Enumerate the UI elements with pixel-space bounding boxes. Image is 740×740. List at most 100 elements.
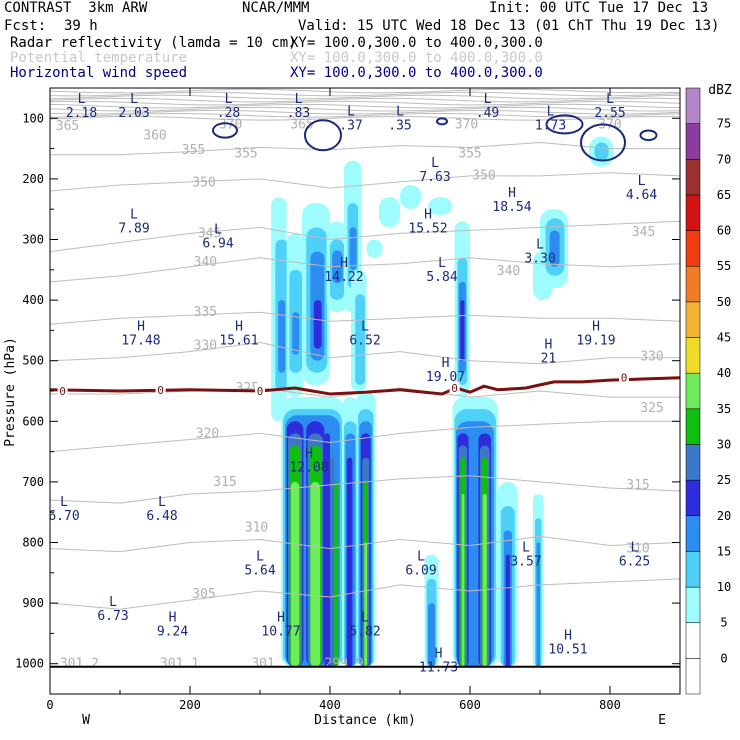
wind-extremum-value: 5.64 xyxy=(244,564,275,579)
wind-extremum-value: .28 xyxy=(217,106,240,121)
reflectivity-cell-49 xyxy=(346,457,353,667)
wind-extremum-value: 7.63 xyxy=(419,170,450,185)
wind-extremum-tag: L xyxy=(522,541,530,556)
field-reflectivity-xy: XY= 100.0,300.0 to 400.0,300.0 xyxy=(290,35,543,51)
wind-extremum-value: 10.51 xyxy=(548,642,587,657)
wind-extremum-value: 3.57 xyxy=(510,555,541,570)
wind-extremum-tag: L xyxy=(417,550,425,565)
wind-extremum-value: 18.54 xyxy=(492,200,531,215)
x-tick-label: 800 xyxy=(599,698,621,712)
reflectivity-cell-18 xyxy=(366,239,383,258)
reflectivity-cell-56 xyxy=(364,542,368,667)
model-title: CONTRAST 3km ARW xyxy=(4,0,148,16)
colorbar-tick-label: 5 xyxy=(720,616,727,630)
wind-extremum-tag: H xyxy=(435,647,443,662)
theta-label: 310 xyxy=(626,542,649,557)
reflectivity-cell-59 xyxy=(428,603,435,667)
colorbar-box xyxy=(685,408,701,445)
wind-extremum-tag: L xyxy=(547,104,555,119)
colorbar-tick-label: 25 xyxy=(717,473,731,487)
init-time: Init: 00 UTC Tue 17 Dec 13 xyxy=(489,0,709,16)
wind-extremum-value: 14.22 xyxy=(324,270,363,285)
y-tick-label: 700 xyxy=(22,475,44,489)
wind-extremum-tag: L xyxy=(431,156,439,171)
wind-extremum-value: 3.30 xyxy=(524,252,555,267)
reflectivity-cell-74 xyxy=(505,554,510,667)
colorbar-box xyxy=(685,444,701,481)
y-tick-label: 500 xyxy=(22,354,44,368)
colorbar-tick-label: 40 xyxy=(717,366,731,380)
axes: 100 200 300 400 500 600 700 800 900 1000 0 200 400 60… xyxy=(15,87,681,712)
zero-label-bg xyxy=(449,381,460,394)
theta-label: 350 xyxy=(472,168,495,183)
wind-extremum-value: 9.24 xyxy=(157,624,188,639)
theta-label: 299.9 xyxy=(324,657,363,672)
valid-time: Valid: 15 UTC Wed 18 Dec 13 (01 ChT Thu … xyxy=(298,18,720,34)
colorbar-tick-label: 45 xyxy=(717,331,731,345)
wind-extremum-tag: L xyxy=(130,207,138,222)
colorbar-box xyxy=(685,515,701,552)
theta-label: 335 xyxy=(194,305,217,320)
wind-contour-loop-2 xyxy=(436,117,448,126)
theta-contour-21 xyxy=(50,141,680,156)
zero-label: 0 xyxy=(451,382,458,395)
theta-upper-contour-2 xyxy=(50,94,680,100)
field-wind: Horizontal wind speed xyxy=(10,65,188,81)
theta-label: 301.1 xyxy=(160,657,199,672)
wind-extremum-value: 11.73 xyxy=(419,661,458,676)
wind-extremum-tag: H xyxy=(169,610,177,625)
reflectivity-cell-45 xyxy=(334,481,339,667)
theta-label: 355 xyxy=(458,146,481,161)
colorbar-box xyxy=(685,265,701,303)
reflectivity-cell-70 xyxy=(482,494,487,667)
theta-label: 370 xyxy=(455,117,478,132)
reflectivity-cell-66 xyxy=(461,494,465,667)
reflectivity-cell-38 xyxy=(290,481,300,667)
wind-extremum-tag: L xyxy=(158,495,166,510)
theta-contour-14 xyxy=(50,311,680,325)
colorbar-tick-label: 50 xyxy=(717,295,731,309)
wind-contour-loop-5 xyxy=(639,129,658,142)
theta-label: 305 xyxy=(192,587,215,602)
wind-extremum-value: 15.52 xyxy=(408,221,447,236)
theta-label: 345 xyxy=(632,225,655,240)
wind-extremum-tag: L xyxy=(295,92,303,107)
colorbar-tick-label: 10 xyxy=(717,580,731,594)
colorbar-tick-label: 70 xyxy=(717,152,731,166)
zero-label: 0 xyxy=(257,385,264,398)
center-title: NCAR/MMM xyxy=(242,0,310,16)
wind-extremum-tag: L xyxy=(361,610,369,625)
wind-extremum-tag: L xyxy=(347,104,355,119)
theta-contour-17 xyxy=(50,220,680,253)
colorbar-tick-label: 35 xyxy=(717,402,731,416)
y-tick-label: 100 xyxy=(22,111,44,125)
wind-extremum-value: 21 xyxy=(541,352,557,367)
theta-contour-4 xyxy=(50,578,680,610)
y-tick-label: 1000 xyxy=(15,657,44,671)
theta-label: 315 xyxy=(213,475,236,490)
zero-label-bg xyxy=(255,385,265,397)
reflectivity-cell-77 xyxy=(536,542,540,667)
colorbar-box xyxy=(685,551,701,588)
theta-upper-contour-0 xyxy=(50,88,680,94)
colorbar-box xyxy=(685,337,701,374)
x-axis-label: Distance (km) xyxy=(314,713,416,728)
colorbar-tick-label: 20 xyxy=(717,509,731,523)
colorbar: 0 5 10 15 20 25 30 35 40 45 50 55 60 65 70 75 dBZ xyxy=(685,83,732,695)
wind-extremum-tag: H xyxy=(592,319,600,334)
theta-contour-12 xyxy=(50,341,680,365)
wind-extremum-value: .35 xyxy=(388,118,411,133)
zero-label-bg xyxy=(155,383,166,396)
x-axis-east-label: E xyxy=(658,713,666,728)
wind-extremum-tag: L xyxy=(60,495,68,510)
field-reflectivity: Radar reflectivity (lamda = 10 cm) xyxy=(10,35,297,51)
theta-label: 330 xyxy=(194,339,217,354)
wind-extremum-value: 6.73 xyxy=(97,609,128,624)
colorbar-box xyxy=(685,479,701,517)
wind-contour-loop-4 xyxy=(580,123,626,162)
theta-label: 310 xyxy=(245,520,268,535)
colorbar-box xyxy=(685,87,701,124)
colorbar-tick-label: 65 xyxy=(717,188,731,202)
theta-upper-contour-5 xyxy=(50,103,680,109)
reflectivity-cell-29 xyxy=(549,230,560,267)
